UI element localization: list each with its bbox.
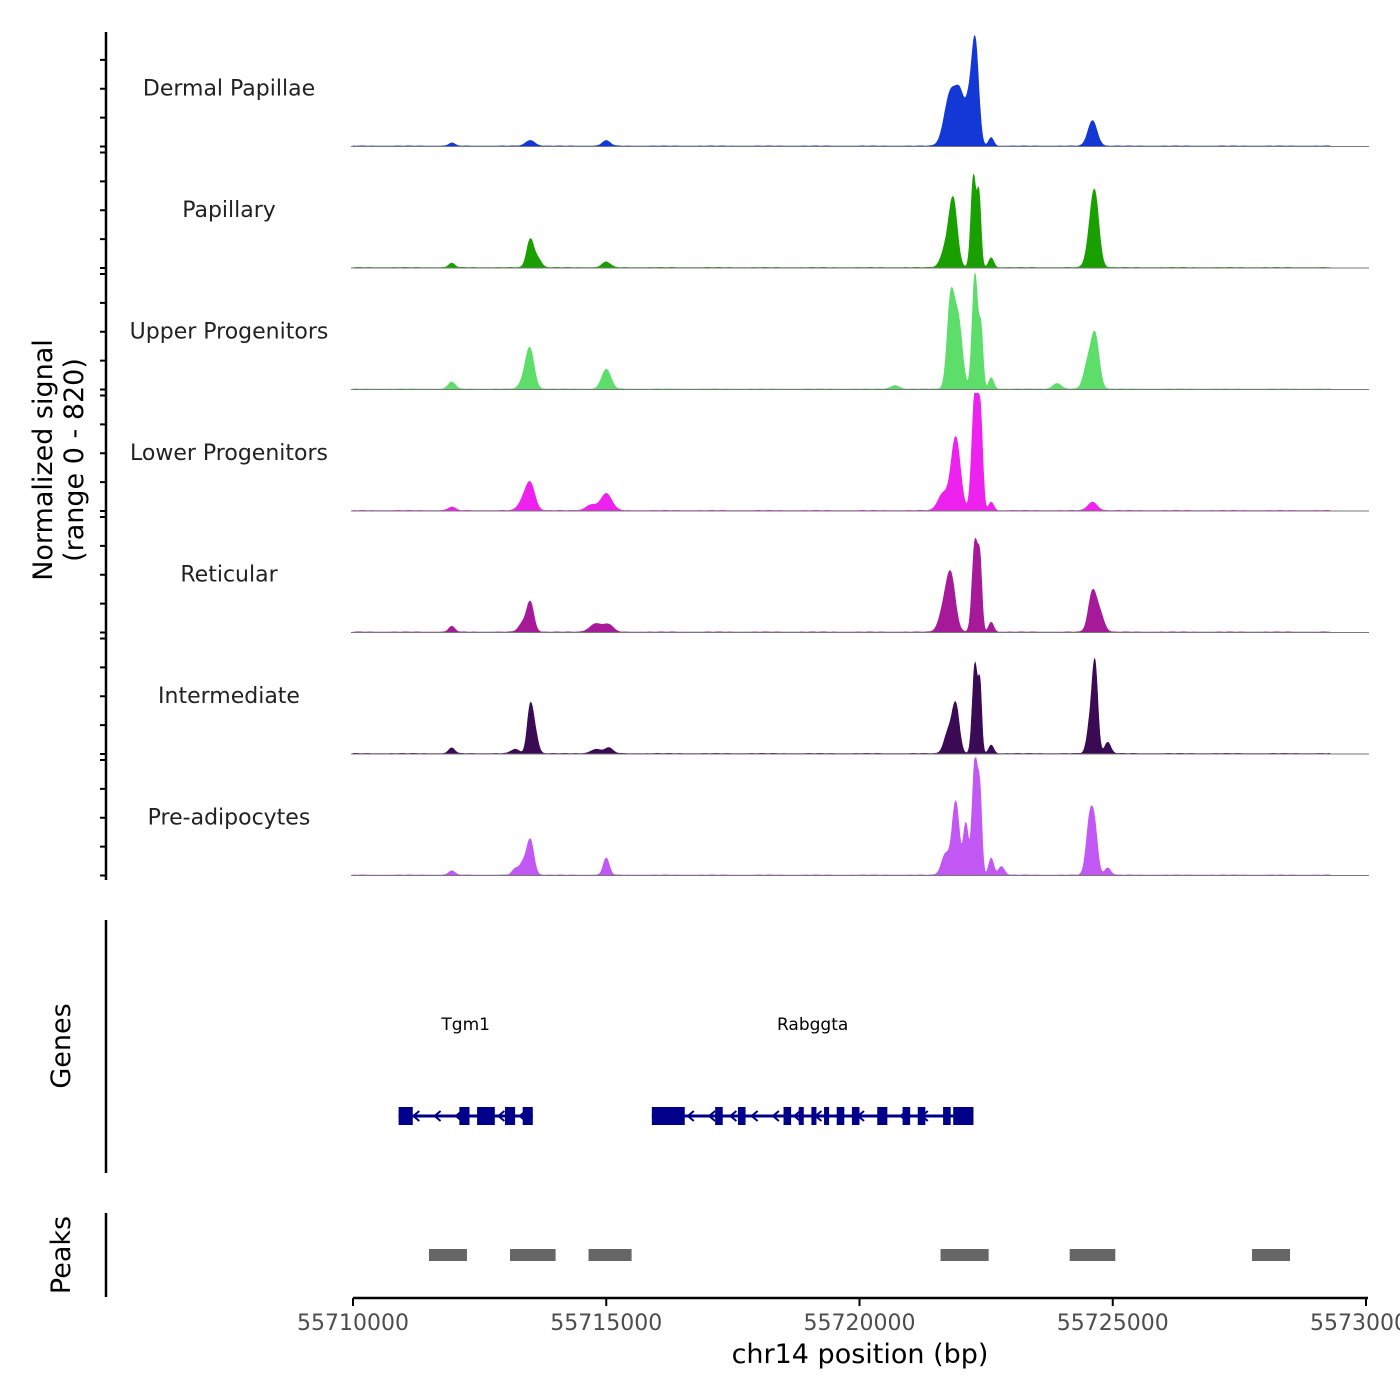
track-label-papillary: Papillary	[182, 198, 276, 223]
x-tick-label: 55715000	[550, 1311, 662, 1336]
strand-arrow	[728, 1110, 738, 1122]
track-labels: Dermal Papillae Papillary Upper Progenitor…	[130, 76, 329, 830]
signal-area-papillary	[352, 173, 1332, 269]
peaks-panel-label: Peaks	[46, 1216, 77, 1294]
peak-regions	[428, 1249, 1291, 1261]
signal-tracks	[351, 34, 1369, 876]
x-axis-label: chr14 position (bp)	[732, 1339, 989, 1370]
track-label-dermal-papillae: Dermal Papillae	[143, 76, 315, 101]
peak-region	[428, 1249, 467, 1261]
gene-exon	[715, 1107, 723, 1125]
strand-arrow	[941, 1110, 950, 1122]
gene-label-tgm1: Tgm1	[440, 1015, 490, 1035]
peak-region	[1069, 1249, 1116, 1261]
gene-tgm1: Tgm1	[398, 1015, 533, 1125]
strand-arrow	[792, 1110, 801, 1122]
track-label-intermediate: Intermediate	[158, 684, 300, 709]
signal-area-reticular	[352, 537, 1332, 633]
peak-region	[510, 1249, 556, 1261]
track-label-upper-progenitors: Upper Progenitors	[130, 319, 329, 344]
peak-region	[940, 1249, 989, 1261]
gene-exon	[824, 1107, 830, 1125]
strand-arrow	[920, 1110, 929, 1122]
peak-region	[1252, 1249, 1291, 1261]
gene-exon	[651, 1107, 685, 1125]
track-label-pre-adipocytes: Pre-adipocytes	[148, 805, 311, 830]
gene-exon	[836, 1107, 845, 1125]
gene-exon	[851, 1107, 860, 1125]
strand-arrow	[856, 1110, 865, 1122]
strand-arrow	[877, 1110, 886, 1122]
gene-exon	[522, 1107, 533, 1125]
genes-panel: Genes Tgm1 Rabggta	[46, 920, 974, 1173]
gene-exon	[504, 1107, 516, 1125]
gene-label-rabggta: Rabggta	[777, 1015, 848, 1035]
strand-arrow	[496, 1110, 506, 1122]
gene-exon	[459, 1107, 470, 1125]
gene-exon	[943, 1107, 951, 1125]
strand-arrow	[665, 1110, 674, 1122]
x-ticks: 55710000 55715000 55720000 55725000 55730000	[297, 1298, 1400, 1336]
signal-area-intermediate	[352, 657, 1332, 755]
strand-arrow	[475, 1110, 484, 1122]
gene-exon	[783, 1107, 792, 1125]
gene-rabggta: Rabggta	[651, 1015, 974, 1125]
strand-arrow	[454, 1110, 463, 1122]
y-axis	[100, 32, 108, 880]
strand-arrow	[899, 1110, 908, 1122]
peaks-panel: Peaks	[46, 1213, 1291, 1297]
y-axis-label: Normalized signal	[28, 339, 59, 581]
gene-exon	[737, 1107, 746, 1125]
x-tick-label: 55710000	[297, 1311, 409, 1336]
signal-area-pre-adipocytes	[352, 757, 1332, 876]
strand-arrow	[433, 1110, 442, 1122]
strand-arrow	[411, 1110, 420, 1122]
genes-panel-label: Genes	[46, 1003, 77, 1088]
x-axis: 55710000 55715000 55720000 55725000 55730000…	[297, 1296, 1400, 1370]
x-tick-label: 55720000	[804, 1311, 916, 1336]
x-tick-label: 55725000	[1057, 1311, 1169, 1336]
strand-arrow	[686, 1110, 695, 1122]
gene-exon	[798, 1107, 804, 1125]
gene-models: Tgm1 Rabggta	[398, 1015, 974, 1125]
strand-arrow	[835, 1110, 844, 1122]
strand-arrow	[771, 1110, 780, 1122]
peak-region	[588, 1249, 632, 1261]
y-axis-label-range: (range 0 - 820)	[59, 358, 90, 562]
gene-exon	[953, 1107, 974, 1125]
gene-exon	[477, 1107, 495, 1125]
signal-area-dermal-papillae	[352, 34, 1332, 147]
track-label-reticular: Reticular	[180, 562, 278, 587]
strand-arrow	[813, 1110, 823, 1122]
track-label-lower-progenitors: Lower Progenitors	[130, 441, 328, 466]
strand-arrow	[707, 1110, 716, 1122]
gene-exon	[877, 1107, 888, 1125]
signal-area-upper-progenitors	[352, 272, 1332, 390]
strand-arrow	[518, 1110, 527, 1122]
gene-exon	[398, 1107, 413, 1125]
x-tick-label: 55730000	[1310, 1311, 1400, 1336]
gene-exon	[902, 1107, 911, 1125]
signal-area-lower-progenitors	[352, 392, 1332, 512]
strand-arrow	[750, 1110, 759, 1122]
